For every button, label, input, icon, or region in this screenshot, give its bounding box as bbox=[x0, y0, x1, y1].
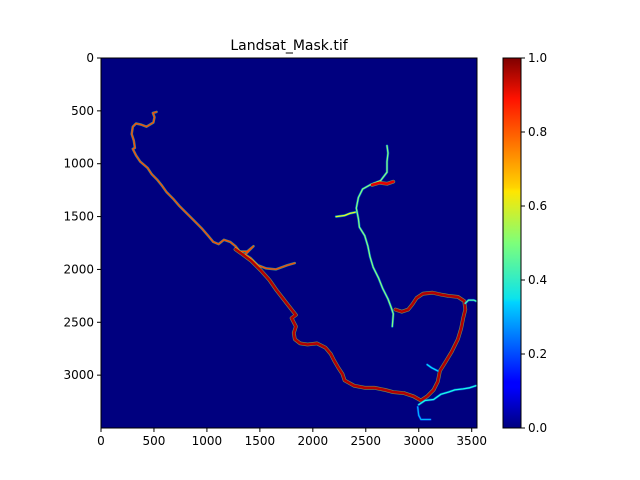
colorbar-tick-label: 1.0 bbox=[528, 51, 547, 65]
colorbar-tick-label: 0.8 bbox=[528, 125, 547, 139]
x-tick-label: 1000 bbox=[192, 434, 223, 448]
mask-feature-5 bbox=[417, 406, 432, 421]
y-tick-label: 3000 bbox=[63, 368, 94, 382]
plot-area bbox=[100, 57, 478, 429]
x-tick-label: 1500 bbox=[245, 434, 276, 448]
plot-background bbox=[101, 58, 477, 428]
x-tick-label: 0 bbox=[97, 434, 105, 448]
x-tick-label: 2500 bbox=[351, 434, 382, 448]
y-tick-label: 500 bbox=[71, 104, 94, 118]
y-tick-label: 0 bbox=[86, 51, 94, 65]
plot-frame bbox=[100, 57, 478, 429]
colorbar-tick-label: 0.2 bbox=[528, 347, 547, 361]
colorbar-tick-label: 0.4 bbox=[528, 273, 547, 287]
colorbar-gradient bbox=[502, 57, 522, 429]
mask-feature-3 bbox=[370, 180, 395, 187]
y-tick-label: 2000 bbox=[63, 262, 94, 276]
mask-feature-6 bbox=[464, 299, 477, 304]
mask-feature-1 bbox=[234, 248, 467, 402]
colorbar-tick-label: 0.6 bbox=[528, 199, 547, 213]
x-tick-label: 3000 bbox=[403, 434, 434, 448]
colorbar: 0.0 0.2 0.4 0.6 0.8 1.0 bbox=[502, 51, 547, 435]
x-axis: 0 500 1000 1500 2000 2500 3000 3500 bbox=[97, 428, 487, 448]
x-tick-label: 2000 bbox=[298, 434, 329, 448]
x-tick-label: 3500 bbox=[456, 434, 487, 448]
colorbar-tick-label: 0.0 bbox=[528, 421, 547, 435]
chart-title: Landsat_Mask.tif bbox=[230, 38, 348, 54]
y-tick-label: 2500 bbox=[63, 315, 94, 329]
mask-feature-7 bbox=[426, 363, 439, 372]
mask-feature-0 bbox=[131, 111, 296, 271]
mask-feature-8 bbox=[335, 211, 356, 218]
mask-features bbox=[130, 110, 477, 421]
y-axis: 0 500 1000 1500 2000 2500 3000 bbox=[63, 51, 101, 382]
x-tick-label: 500 bbox=[143, 434, 166, 448]
y-tick-label: 1500 bbox=[63, 210, 94, 224]
colorbar-ticks: 0.0 0.2 0.4 0.6 0.8 1.0 bbox=[521, 51, 547, 435]
mask-feature-4 bbox=[418, 385, 477, 406]
y-tick-label: 1000 bbox=[63, 157, 94, 171]
mask-feature-2 bbox=[355, 145, 394, 328]
